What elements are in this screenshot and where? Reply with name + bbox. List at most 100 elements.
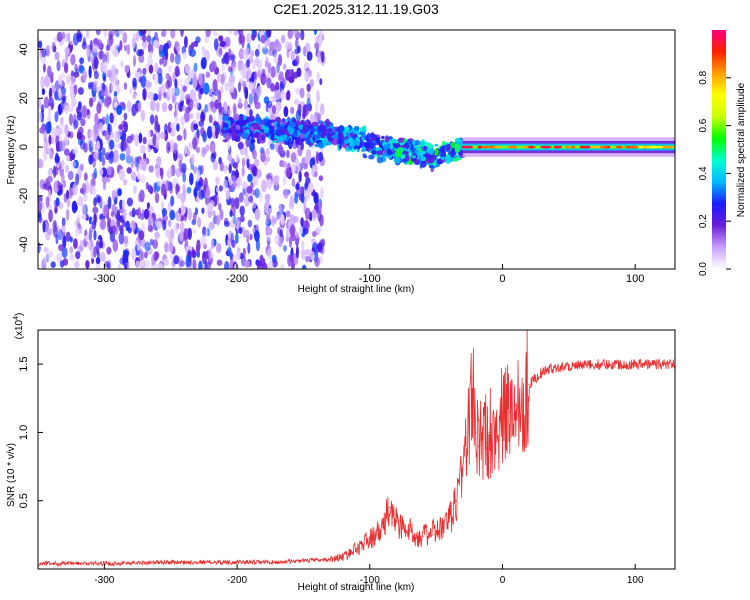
heatmap-cell (316, 89, 320, 101)
heatmap-cell (106, 52, 110, 64)
heatmap-cell (219, 209, 224, 221)
snr-data-point (435, 530, 437, 532)
heatmap-cell (211, 124, 216, 133)
heatmap-cell (266, 148, 270, 156)
heatmap-cell (168, 86, 172, 98)
heatmap-cell (62, 235, 67, 249)
heatmap-cell (92, 44, 99, 53)
heatmap-cell (305, 249, 311, 256)
heatmap-cell (286, 149, 290, 159)
heatmap-cell (64, 104, 69, 115)
heatmap-cell (173, 255, 180, 265)
heatmap-cell (95, 194, 101, 201)
heatmap-cell (230, 197, 236, 208)
heatmap-cell (47, 143, 52, 155)
heatmap-cell (309, 251, 315, 261)
heatmap-cell (216, 259, 223, 266)
heatmap-cell (64, 148, 70, 156)
heatmap-cell (266, 30, 272, 39)
heatmap-cell (195, 169, 201, 182)
heatmap-cell (271, 105, 277, 114)
heatmap-cell (246, 67, 252, 76)
heatmap-cell (56, 31, 63, 42)
heatmap-cell (570, 145, 576, 149)
heatmap-cell (115, 83, 120, 91)
heatmap-cell (325, 118, 330, 127)
heatmap-cell (51, 41, 56, 53)
heatmap-cell (147, 30, 151, 37)
heatmap-cell (189, 88, 196, 102)
heatmap-cell (56, 252, 63, 263)
heatmap-cell (140, 258, 146, 269)
heatmap-cell (300, 30, 305, 41)
heatmap-cell (62, 225, 66, 233)
heatmap-cell (230, 205, 236, 217)
snr-y-tick-label: 1.5 (18, 356, 30, 371)
heatmap-cell (174, 86, 180, 97)
heatmap-cell (197, 217, 202, 228)
heatmap-cell (98, 240, 104, 249)
heatmap-cell (181, 205, 186, 215)
heatmap-cell (408, 143, 412, 149)
heatmap-cell (160, 168, 164, 180)
heatmap-cell (77, 87, 84, 95)
heatmap-cell (170, 53, 175, 63)
colorbar-tick-label: 0.2 (698, 214, 709, 228)
heatmap-cell (85, 234, 89, 242)
heatmap-cell (121, 199, 126, 210)
heatmap-cell (405, 154, 410, 162)
heatmap-cell (41, 88, 46, 96)
heatmap-y-tick-label: 20 (18, 92, 30, 104)
snr-multiplier-exp: 4 (13, 316, 20, 320)
heatmap-cell (169, 121, 176, 129)
heatmap-cell (283, 106, 289, 118)
heatmap-cell (205, 185, 210, 197)
heatmap-cell (275, 101, 282, 112)
snr-data-point (448, 520, 450, 522)
heatmap-cell (290, 50, 295, 62)
heatmap-cell (126, 197, 133, 207)
heatmap-cell (156, 220, 162, 229)
heatmap-cell (64, 124, 69, 137)
heatmap-cell (44, 75, 50, 88)
heatmap-cell (154, 74, 159, 86)
heatmap-cell (120, 140, 125, 152)
heatmap-cell (205, 71, 211, 78)
heatmap-cell (250, 138, 256, 144)
heatmap-cell (270, 83, 275, 92)
heatmap-cell (110, 211, 115, 217)
heatmap-cell (93, 38, 99, 45)
heatmap-cell (135, 260, 141, 268)
heatmap-cell (238, 97, 242, 108)
heatmap-cell (453, 154, 460, 158)
colorbar-tick-label: 0.4 (698, 166, 709, 180)
heatmap-cell (291, 163, 297, 174)
heatmap-cell (110, 80, 115, 93)
heatmap-cell (124, 65, 130, 73)
heatmap-cell (113, 43, 119, 50)
heatmap-cell (304, 171, 309, 178)
heatmap-cell (110, 225, 117, 233)
heatmap-cell (112, 239, 119, 252)
heatmap-cell (219, 40, 226, 48)
heatmap-cell (60, 159, 65, 170)
heatmap-cell (298, 170, 302, 183)
heatmap-cell (317, 242, 323, 253)
heatmap-cell (63, 192, 68, 203)
heatmap-cell (101, 89, 105, 97)
heatmap-cell (75, 173, 80, 186)
heatmap-cell (237, 249, 241, 258)
snr-multiplier-base: (x10 (14, 319, 25, 339)
heatmap-cell (69, 39, 74, 46)
heatmap-cell (390, 138, 397, 143)
snr-data-point (472, 390, 474, 393)
heatmap-cell (107, 123, 113, 136)
heatmap-cell (440, 153, 447, 158)
heatmap-y-tick-label: 0 (18, 144, 30, 150)
heatmap-cell (345, 127, 350, 131)
heatmap-cell (94, 112, 99, 125)
heatmap-cell (314, 171, 318, 178)
heatmap-cell (420, 160, 427, 168)
heatmap-cell (156, 156, 162, 167)
